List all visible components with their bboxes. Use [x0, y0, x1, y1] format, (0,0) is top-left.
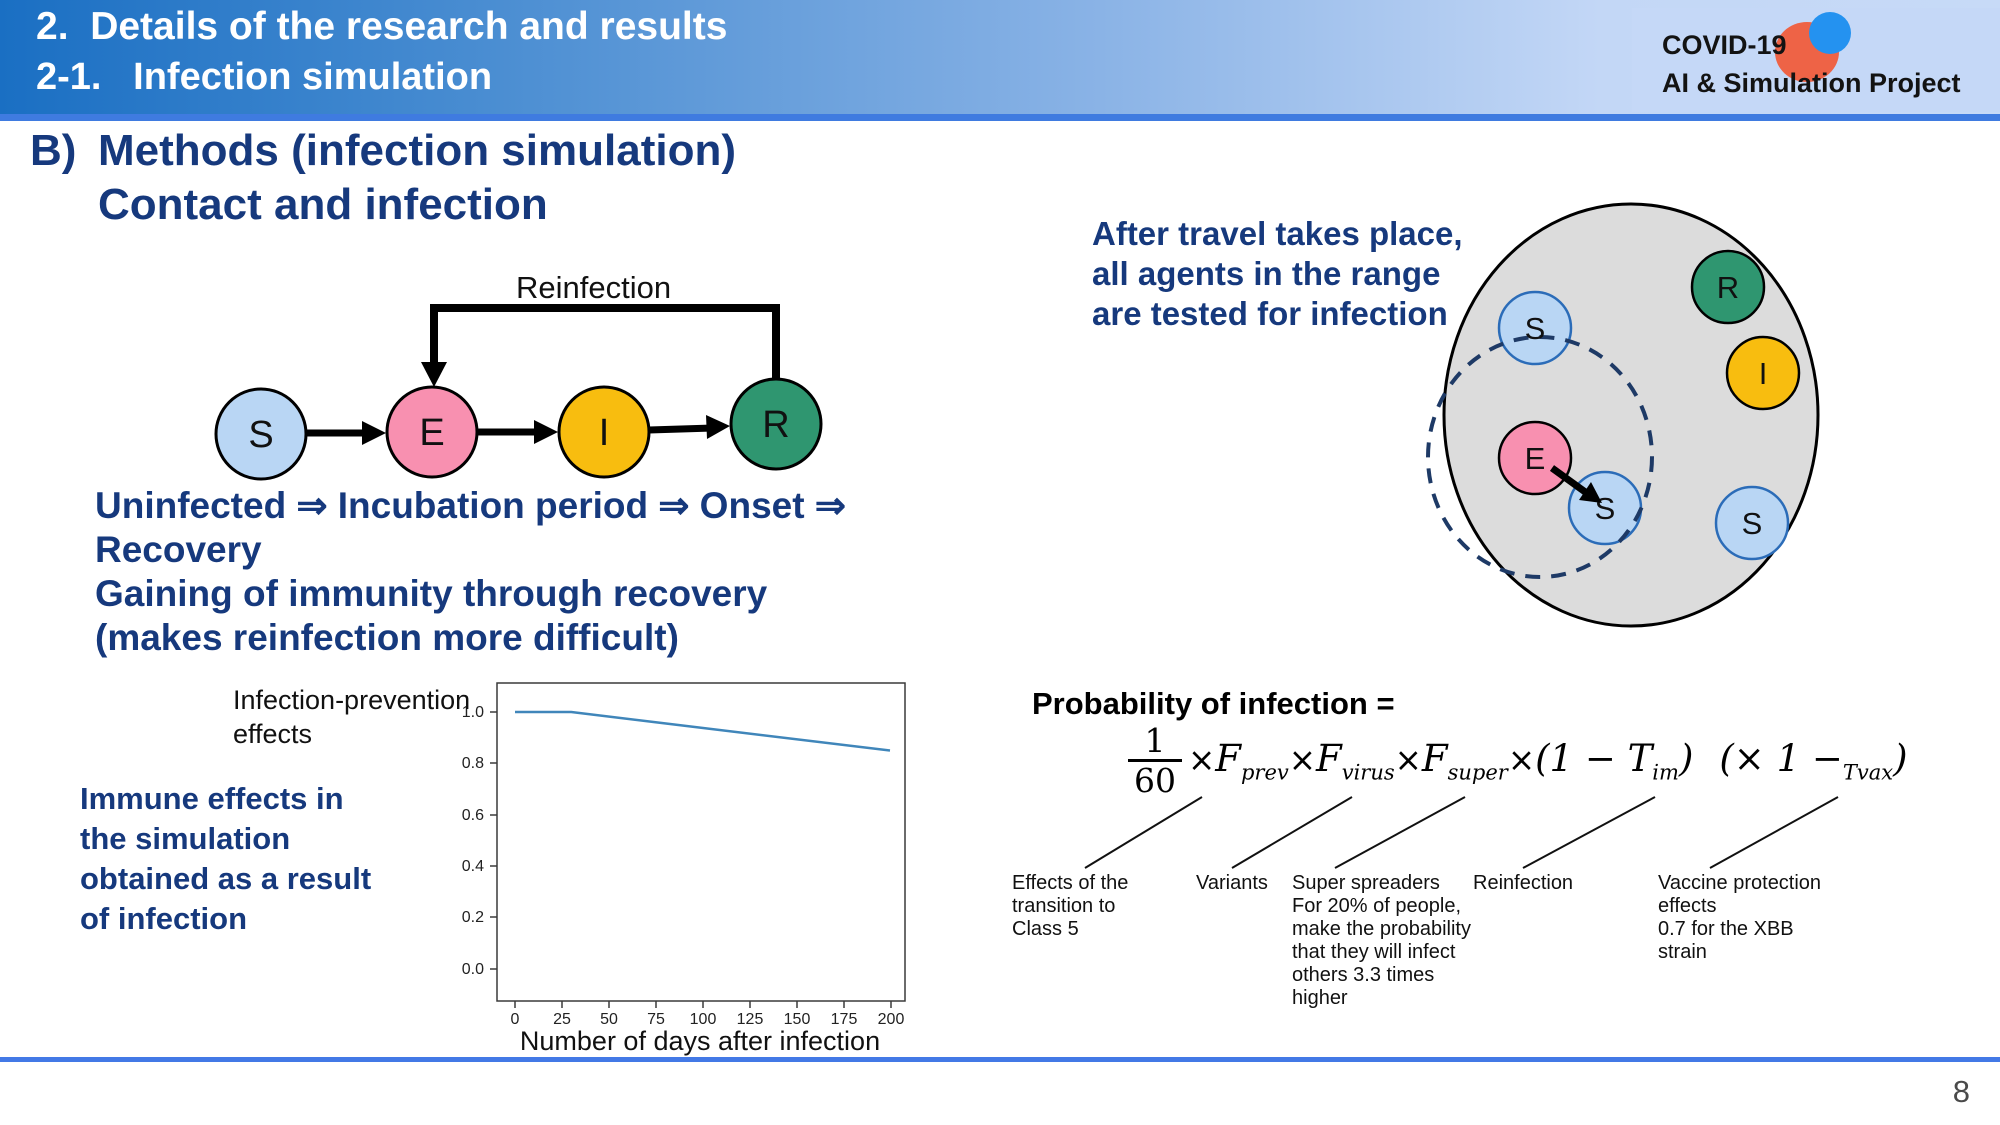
chart-x-axis-label: Number of days after infection	[519, 1026, 881, 1056]
note-variants: Variants	[1196, 872, 1268, 894]
term-f-super: F	[1421, 736, 1448, 780]
agent-s3-circle	[1714, 485, 1790, 561]
term-vaccine-group: (× 1 −Tvax)	[1719, 736, 1908, 784]
travel-test-note: After travel takes place, all agents in …	[1092, 215, 1463, 332]
agent-s2-circle	[1567, 470, 1643, 546]
seir-node-e	[385, 385, 479, 479]
term-f-prev: F	[1215, 736, 1241, 780]
term-immunity-sub: im	[1652, 760, 1679, 785]
formula-pointer-lines	[1084, 796, 1839, 869]
travel-range-area	[1442, 202, 1820, 628]
pointer-line-variants	[1231, 796, 1353, 869]
footer-divider	[0, 1057, 2000, 1062]
section-heading: B) Methods (infection simulation)	[30, 126, 736, 176]
seir-label-i: I	[599, 412, 610, 454]
logo-blue-circle-icon	[1809, 12, 1851, 54]
arrow-i-to-r	[648, 424, 714, 434]
exposure-arrow	[1549, 465, 1591, 497]
ytick-0.0: 0.0	[462, 961, 484, 978]
ytick-0.8: 0.8	[462, 755, 484, 772]
logo-text-line2: AI & Simulation Project	[1662, 68, 1961, 98]
term-f-prev-sub: prev	[1240, 760, 1289, 785]
note-superspreaders: Super spreaders For 20% of people, make …	[1292, 872, 1471, 1009]
agent-s1-circle	[1497, 290, 1573, 366]
agent-s2-label: S	[1595, 491, 1616, 526]
subsection-heading: Contact and infection	[98, 180, 548, 229]
reinfection-arrowhead-icon	[421, 362, 447, 387]
probability-formula: 1 60 ×Fprev×Fvirus×Fsuper×(1 − Tim) (× 1 −…	[1128, 722, 1908, 799]
agent-i-label: I	[1759, 356, 1768, 391]
seir-node-r	[729, 377, 823, 471]
note-reinfection: Reinfection	[1473, 872, 1574, 894]
formula-fraction: 1 60	[1128, 722, 1182, 799]
seir-node-i	[557, 385, 651, 479]
term-vaccine-close: )	[1893, 736, 1908, 780]
prevention-curve	[515, 710, 891, 752]
agent-s1-label: S	[1525, 311, 1546, 346]
project-logo: COVID-19 AI & Simulation Project	[1632, 8, 2000, 112]
chart-y-ticks	[490, 711, 497, 970]
pointer-line-class5	[1084, 796, 1203, 869]
reinfection-label: Reinfection	[516, 270, 672, 305]
chart-x-ticks	[514, 1001, 892, 1008]
fraction-numerator: 1	[1144, 721, 1166, 760]
times-sign: ×	[1507, 740, 1536, 779]
term-immunity-close: )	[1678, 736, 1694, 780]
note-class5: Effects of the transition to Class 5	[1012, 872, 1129, 940]
ytick-0.4: 0.4	[462, 858, 484, 875]
term-f-super-sub: super	[1447, 760, 1508, 785]
chart-y-axis-label: Infection-prevention effects	[233, 685, 471, 749]
header-divider	[0, 114, 2000, 121]
seir-label-e: E	[419, 412, 444, 454]
pointer-line-reinfection	[1522, 796, 1656, 869]
section-label: B)	[30, 126, 77, 175]
pointer-line-vaccine	[1709, 796, 1839, 869]
seir-node-s	[214, 387, 308, 481]
agent-s3-label: S	[1742, 506, 1763, 541]
agent-i-circle	[1725, 335, 1801, 411]
agent-r-label: R	[1717, 270, 1739, 305]
section-title: Methods (infection simulation)	[98, 126, 736, 175]
formula-terms: ×Fprev×Fvirus×Fsuper×(1 − Tim) (× 1 −Tvax…	[1188, 737, 1908, 784]
infection-test-range-dashed-circle	[1426, 335, 1654, 579]
arrowhead-s-to-e-icon	[362, 421, 386, 445]
seir-label-r: R	[762, 404, 789, 446]
term-vaccine-open: (× 1 −	[1719, 736, 1843, 780]
times-sign: ×	[1394, 740, 1422, 779]
times-sign: ×	[1288, 740, 1317, 779]
times-sign: ×	[1188, 740, 1216, 779]
chart-plot-area	[496, 682, 906, 1002]
agent-e-circle	[1497, 420, 1573, 496]
immune-effects-note: Immune effects in the simulation obtaine…	[80, 781, 372, 936]
ytick-0.6: 0.6	[462, 807, 484, 824]
page-number: 8	[1952, 1074, 1970, 1109]
term-f-virus: F	[1316, 736, 1342, 780]
exposure-arrowhead-icon	[1579, 482, 1602, 503]
header-title-line2: 2-1. Infection simulation	[36, 56, 493, 98]
arrowhead-i-to-r-icon	[706, 415, 730, 439]
seir-label-s: S	[248, 414, 273, 456]
logo-text-line1: COVID-19	[1662, 30, 1787, 60]
header-title-line1: 2. Details of the research and results	[36, 5, 728, 48]
reinfection-arrow-path	[430, 304, 780, 379]
term-f-virus-sub: virus	[1341, 760, 1395, 785]
agent-r-circle	[1690, 249, 1766, 325]
term-vaccine-sub: Tvax	[1842, 760, 1894, 785]
note-vaccine: Vaccine protection effects 0.7 for the X…	[1658, 872, 1822, 963]
pointer-line-superspreaders	[1334, 796, 1466, 869]
arrowhead-e-to-i-icon	[534, 420, 558, 444]
fraction-denominator: 60	[1128, 759, 1182, 799]
ytick-0.2: 0.2	[462, 909, 484, 926]
probability-formula-title: Probability of infection =	[1032, 686, 1395, 721]
infection-flow-text: Uninfected ⇒ Incubation period ⇒ Onset ⇒…	[95, 485, 846, 658]
term-immunity-open: (1 − T	[1535, 736, 1653, 780]
agent-e-label: E	[1525, 441, 1546, 476]
